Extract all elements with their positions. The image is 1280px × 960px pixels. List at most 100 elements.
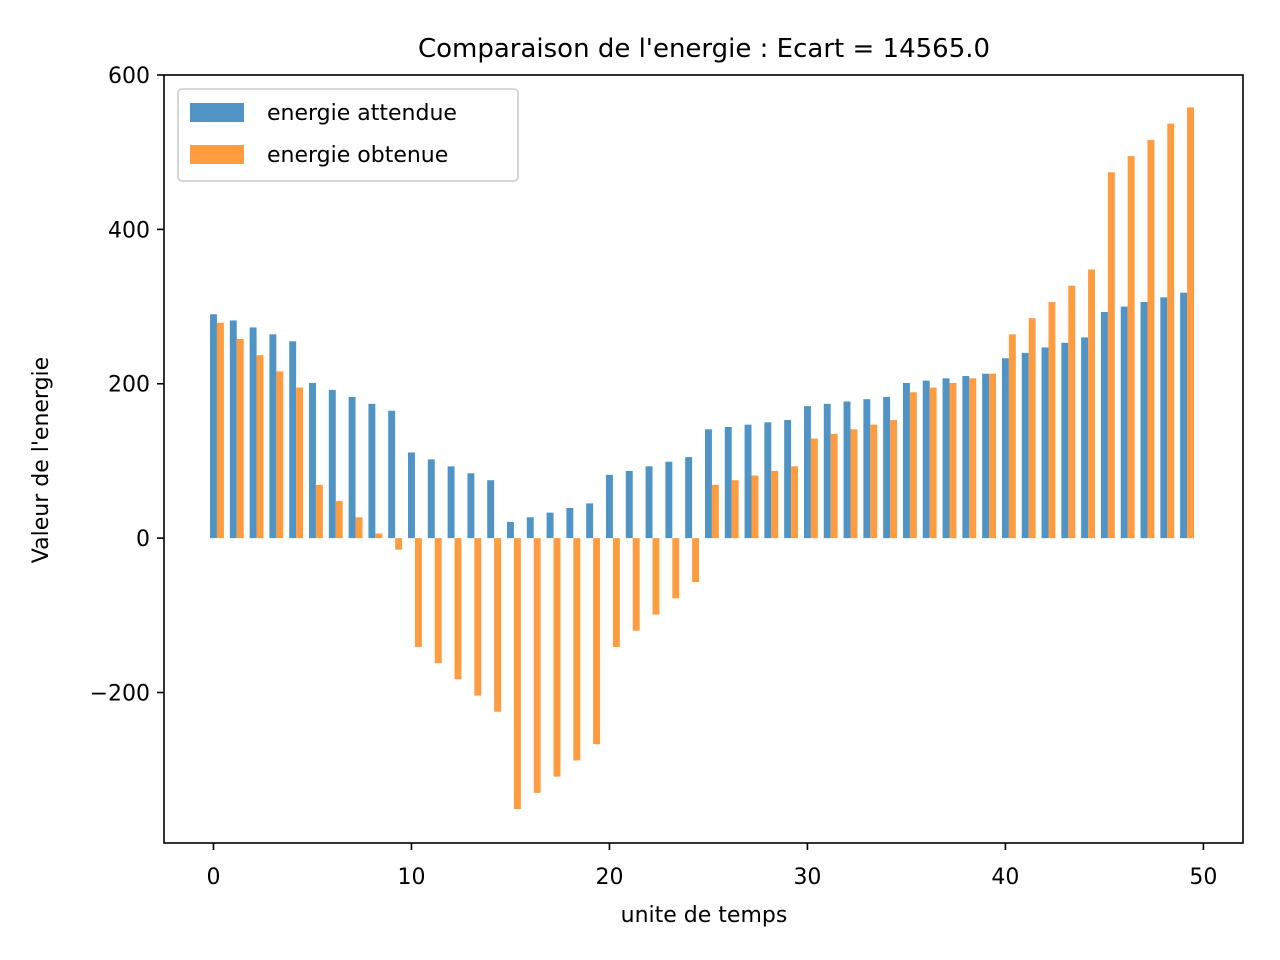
- bar-energie-obtenue-41: [1029, 318, 1036, 538]
- bar-energie-obtenue-25: [712, 485, 719, 538]
- bar-energie-attendue-17: [547, 513, 554, 538]
- bar-energie-attendue-40: [1002, 358, 1009, 538]
- bar-energie-obtenue-28: [771, 471, 778, 538]
- bar-energie-attendue-32: [844, 402, 851, 539]
- bar-energie-attendue-11: [428, 459, 435, 538]
- y-tick-label-400: 400: [108, 218, 150, 243]
- bar-energie-attendue-44: [1081, 337, 1088, 538]
- bar-energie-attendue-14: [487, 480, 494, 538]
- bar-energie-obtenue-3: [276, 371, 283, 538]
- bar-energie-obtenue-15: [514, 538, 521, 809]
- bar-energie-obtenue-38: [969, 378, 976, 538]
- bar-energie-obtenue-37: [949, 383, 956, 538]
- bar-energie-obtenue-1: [237, 339, 244, 538]
- y-tick-label-600: 600: [108, 64, 150, 89]
- bar-energie-obtenue-33: [870, 425, 877, 538]
- bar-energie-attendue-15: [507, 522, 514, 538]
- bar-energie-obtenue-12: [455, 538, 462, 679]
- bar-energie-obtenue-17: [554, 538, 561, 777]
- x-tick-label-0: 0: [206, 865, 220, 890]
- bar-energie-obtenue-16: [534, 538, 541, 793]
- bar-energie-obtenue-4: [296, 388, 303, 539]
- bar-energie-attendue-3: [269, 334, 276, 538]
- bar-energie-obtenue-45: [1108, 172, 1115, 538]
- bar-energie-attendue-27: [745, 425, 752, 538]
- bar-energie-attendue-8: [368, 404, 375, 538]
- bar-energie-obtenue-13: [474, 538, 481, 695]
- bar-energie-attendue-9: [388, 411, 395, 538]
- bar-energie-obtenue-6: [336, 501, 343, 538]
- y-tick-label--200: −200: [90, 681, 150, 706]
- bar-energie-obtenue-34: [890, 420, 897, 538]
- x-tick-label-40: 40: [991, 865, 1019, 890]
- bar-energie-obtenue-43: [1068, 286, 1075, 538]
- bar-energie-obtenue-39: [989, 374, 996, 538]
- bar-energie-obtenue-31: [831, 434, 838, 538]
- bar-energie-obtenue-27: [752, 476, 759, 539]
- bar-energie-attendue-47: [1141, 302, 1148, 538]
- bar-energie-obtenue-7: [356, 517, 363, 538]
- legend-swatch-energie-attendue: [190, 103, 244, 122]
- bar-energie-attendue-24: [685, 457, 692, 538]
- bar-energie-obtenue-26: [732, 480, 739, 538]
- chart-title: Comparaison de l'energie : Ecart = 14565…: [418, 34, 990, 64]
- bar-energie-attendue-25: [705, 429, 712, 538]
- bar-energie-attendue-16: [527, 517, 534, 538]
- y-tick-label-200: 200: [108, 373, 150, 398]
- bar-energie-obtenue-2: [257, 355, 264, 538]
- bar-energie-attendue-48: [1160, 297, 1167, 538]
- bar-energie-obtenue-40: [1009, 334, 1016, 538]
- bar-energie-attendue-1: [230, 320, 237, 538]
- bar-energie-attendue-42: [1042, 347, 1049, 538]
- bar-energie-obtenue-29: [791, 466, 798, 538]
- bar-energie-attendue-35: [903, 383, 910, 538]
- bar-energie-attendue-26: [725, 427, 732, 538]
- bar-energie-obtenue-42: [1048, 302, 1055, 538]
- bar-energie-obtenue-36: [930, 388, 937, 539]
- bar-energie-attendue-28: [764, 422, 771, 538]
- bar-energie-obtenue-24: [692, 538, 699, 582]
- bar-energie-obtenue-19: [593, 538, 600, 744]
- bar-energie-attendue-5: [309, 383, 316, 538]
- bar-energie-attendue-22: [646, 466, 653, 538]
- bar-energie-attendue-36: [923, 381, 930, 538]
- bar-energie-obtenue-35: [910, 392, 917, 538]
- bar-energie-attendue-39: [982, 374, 989, 538]
- bar-energie-obtenue-22: [653, 538, 660, 614]
- bar-energie-obtenue-48: [1167, 124, 1174, 538]
- bar-energie-attendue-46: [1121, 307, 1128, 539]
- y-axis-label: Valeur de l'energie: [29, 357, 54, 563]
- bar-energie-obtenue-44: [1088, 270, 1095, 539]
- bar-energie-obtenue-46: [1128, 156, 1135, 538]
- bar-energie-attendue-13: [467, 473, 474, 538]
- legend-label-energie-attendue: energie attendue: [267, 101, 457, 126]
- bar-energie-attendue-19: [586, 503, 593, 538]
- legend: energie attendue energie obtenue: [178, 89, 518, 181]
- x-tick-label-10: 10: [397, 865, 425, 890]
- bar-energie-attendue-37: [943, 378, 950, 538]
- bar-energie-attendue-7: [349, 397, 356, 538]
- bar-energie-attendue-41: [1022, 353, 1029, 538]
- bar-energie-attendue-20: [606, 475, 613, 538]
- legend-label-energie-obtenue: energie obtenue: [267, 143, 448, 168]
- bar-energie-attendue-23: [665, 462, 672, 538]
- bar-energie-obtenue-8: [375, 533, 382, 538]
- bar-energie-attendue-29: [784, 420, 791, 538]
- bar-energie-attendue-6: [329, 390, 336, 538]
- x-tick-label-20: 20: [595, 865, 623, 890]
- bar-energie-obtenue-5: [316, 485, 323, 538]
- bar-energie-attendue-34: [883, 397, 890, 538]
- bar-energie-obtenue-23: [672, 538, 679, 598]
- x-axis-label: unite de temps: [621, 903, 788, 928]
- bar-energie-obtenue-0: [217, 323, 224, 538]
- bar-energie-attendue-49: [1180, 293, 1187, 538]
- legend-swatch-energie-obtenue: [190, 145, 244, 164]
- bar-energie-obtenue-14: [494, 538, 501, 712]
- bar-energie-obtenue-18: [573, 538, 580, 760]
- bar-energie-obtenue-47: [1147, 140, 1154, 538]
- bar-energie-attendue-43: [1061, 343, 1068, 538]
- bar-energie-attendue-4: [289, 341, 296, 538]
- bar-energie-obtenue-21: [633, 538, 640, 631]
- bar-energie-obtenue-9: [395, 538, 402, 550]
